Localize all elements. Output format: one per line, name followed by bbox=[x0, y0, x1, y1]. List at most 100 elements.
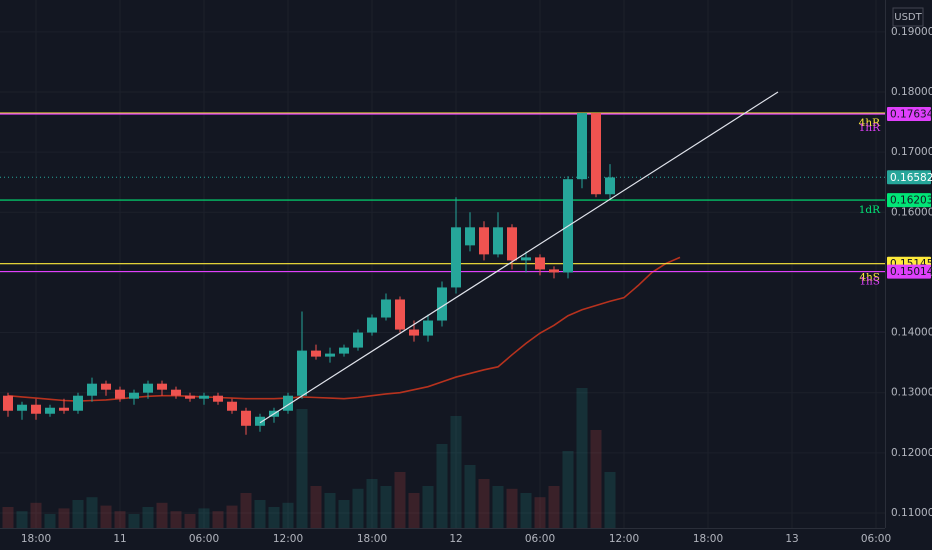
candle-body bbox=[409, 329, 419, 336]
candle-body bbox=[381, 299, 391, 318]
volume-bar bbox=[310, 486, 322, 528]
candle-body bbox=[87, 383, 97, 396]
candle-body bbox=[339, 347, 349, 354]
price-tag bbox=[887, 107, 931, 122]
volume-bar bbox=[520, 493, 532, 528]
y-tick-label: 0.13000 bbox=[891, 387, 932, 399]
volume-bar bbox=[296, 409, 308, 528]
volume-bar bbox=[268, 507, 280, 528]
x-tick-label: 12 bbox=[449, 533, 462, 545]
x-tick-label: 18:00 bbox=[357, 533, 387, 545]
candle-body bbox=[129, 392, 139, 399]
candle-body bbox=[493, 227, 503, 255]
price-tag bbox=[887, 264, 931, 279]
candle-body bbox=[479, 227, 489, 255]
candle-body bbox=[227, 401, 237, 411]
candle-body bbox=[311, 350, 321, 357]
x-tick-label: 06:00 bbox=[189, 533, 219, 545]
candle-body bbox=[395, 299, 405, 330]
volume-bar bbox=[450, 416, 462, 528]
volume-bar bbox=[30, 502, 42, 528]
volume-bar bbox=[198, 508, 210, 528]
candle-body bbox=[591, 113, 601, 195]
candle-body bbox=[17, 404, 27, 411]
volume-bar bbox=[576, 388, 588, 528]
volume-bar bbox=[142, 507, 154, 528]
volume-bar bbox=[184, 514, 196, 528]
volume-bar bbox=[590, 430, 602, 528]
volume-bar bbox=[380, 486, 392, 528]
volume-bar bbox=[282, 502, 294, 528]
candle-body bbox=[521, 257, 531, 261]
volume-bar bbox=[16, 511, 28, 528]
candle-body bbox=[353, 332, 363, 348]
candle-body bbox=[213, 395, 223, 402]
candle-body bbox=[325, 353, 335, 357]
candle-body bbox=[437, 287, 447, 321]
candle-body bbox=[143, 383, 153, 393]
y-tick-label: 0.16000 bbox=[891, 206, 932, 218]
x-tick-label: 12:00 bbox=[609, 533, 639, 545]
y-tick-label: 0.12000 bbox=[891, 447, 932, 459]
volume-bar bbox=[2, 507, 14, 528]
volume-bar bbox=[366, 479, 378, 528]
x-tick-label: 18:00 bbox=[693, 533, 723, 545]
trendline bbox=[259, 91, 779, 424]
level-label: 1hS bbox=[859, 276, 880, 288]
candle-body bbox=[535, 257, 545, 270]
candle-body bbox=[73, 395, 83, 411]
x-tick-label: 06:00 bbox=[861, 533, 891, 545]
price-tag-label: 0.15014 bbox=[890, 266, 932, 278]
currency-box[interactable] bbox=[892, 7, 924, 27]
volume-bar bbox=[534, 497, 546, 528]
volume-bar bbox=[548, 486, 560, 528]
volume-bar bbox=[58, 508, 70, 528]
candle-body bbox=[367, 317, 377, 333]
y-tick-label: 0.11000 bbox=[891, 507, 932, 519]
volume-bar bbox=[114, 511, 126, 528]
candle-body bbox=[199, 395, 209, 399]
x-tick-label: 12:00 bbox=[273, 533, 303, 545]
level-label: 4hR bbox=[859, 117, 881, 129]
price-tag-label: 0.16582 bbox=[890, 172, 932, 184]
y-tick-label: 0.18000 bbox=[891, 86, 932, 98]
volume-bar bbox=[212, 511, 224, 528]
volume-bar bbox=[478, 479, 490, 528]
candle-body bbox=[577, 113, 587, 180]
candle-body bbox=[115, 389, 125, 399]
candle-body bbox=[59, 407, 69, 411]
price-tag bbox=[887, 170, 931, 185]
candle-body bbox=[283, 395, 293, 411]
price-tag-label: 0.16203 bbox=[890, 195, 932, 207]
candle-body bbox=[255, 416, 265, 426]
volume-bar bbox=[72, 500, 84, 528]
volume-bar bbox=[436, 444, 448, 528]
candle-body bbox=[605, 177, 615, 195]
currency: USDT bbox=[894, 12, 922, 23]
volume-bar bbox=[240, 493, 252, 528]
level-label: 1dR bbox=[859, 204, 881, 216]
volume-bar bbox=[170, 511, 182, 528]
y-tick-label: 0.19000 bbox=[891, 26, 932, 38]
volume-bar bbox=[422, 486, 434, 528]
volume-bar bbox=[100, 505, 112, 528]
volume-bar bbox=[604, 472, 616, 528]
candle-body bbox=[423, 320, 433, 336]
volume-bar bbox=[44, 514, 56, 528]
volume-bar bbox=[156, 502, 168, 528]
candle-body bbox=[465, 227, 475, 246]
candle-body bbox=[45, 407, 55, 414]
y-tick-label: 0.17000 bbox=[891, 146, 932, 158]
candle-body bbox=[185, 395, 195, 399]
candle-body bbox=[507, 227, 517, 261]
volume-bar bbox=[226, 505, 238, 528]
x-tick-label: 13 bbox=[785, 533, 798, 545]
candle-body bbox=[157, 383, 167, 390]
price-tag-label: 0.17634 bbox=[890, 109, 932, 121]
volume-bar bbox=[254, 500, 266, 528]
candle-body bbox=[241, 410, 251, 426]
candle-body bbox=[101, 383, 111, 390]
candle-body bbox=[297, 350, 307, 396]
plot bbox=[0, 91, 885, 528]
